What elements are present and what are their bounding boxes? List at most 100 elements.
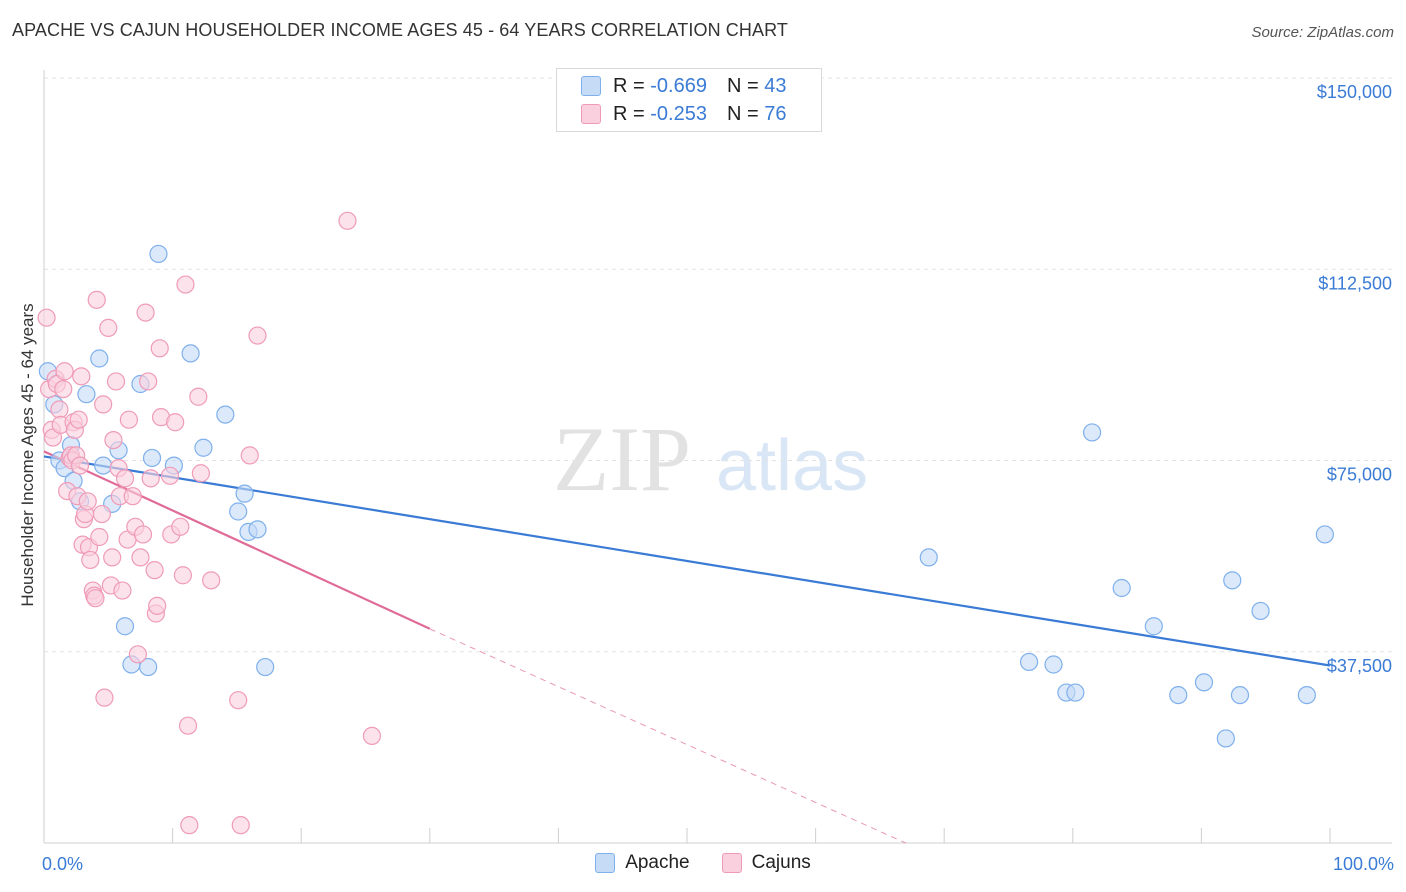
point-apache <box>181 344 200 363</box>
point-cajuns <box>141 469 160 488</box>
point-apache <box>1169 685 1188 705</box>
point-cajuns <box>362 726 382 746</box>
point-apache <box>1223 571 1242 590</box>
point-cajuns <box>171 517 190 536</box>
y-tick-labels: $37,500 $75,000 $112,500 $150,000 <box>1317 82 1392 676</box>
point-cajuns <box>69 410 88 429</box>
point-apache <box>919 548 938 567</box>
point-apache <box>94 456 113 475</box>
point-cajuns <box>72 367 91 386</box>
point-cajuns <box>248 326 267 345</box>
point-apache <box>77 385 96 404</box>
point-cajuns <box>173 566 192 585</box>
point-apache <box>1144 617 1163 636</box>
point-apache <box>142 448 162 468</box>
point-cajuns <box>240 446 259 465</box>
trend-line-cajuns <box>43 450 431 630</box>
point-cajuns <box>86 589 105 608</box>
point-cajuns <box>78 492 97 511</box>
point-apache <box>1230 685 1250 705</box>
legend-row-apache: R = -0.669 N = 43 <box>581 73 786 99</box>
point-apache <box>1019 652 1039 672</box>
point-apache <box>149 244 168 264</box>
point-apache <box>1297 685 1316 705</box>
watermark-zip: ZIP <box>553 408 691 510</box>
legend-n-label: N = <box>726 102 765 125</box>
y-tick-label: $75,000 <box>1327 465 1392 485</box>
point-cajuns <box>103 548 122 567</box>
x-tick-label-start: 0.0% <box>42 854 83 874</box>
point-cajuns <box>231 816 250 835</box>
point-cajuns <box>338 211 357 230</box>
point-cajuns <box>176 275 195 294</box>
point-cajuns <box>145 561 164 580</box>
point-apache <box>256 657 275 677</box>
legend-r-label: R = <box>613 102 651 125</box>
source-label: Source: ZipAtlas.com <box>1251 24 1394 41</box>
point-cajuns <box>229 691 248 710</box>
point-apache <box>139 657 158 677</box>
trend-line-apache <box>43 455 1331 667</box>
point-cajuns <box>70 456 90 475</box>
legend-r-label: R = <box>613 74 651 97</box>
series-swatch-apache <box>595 853 616 873</box>
legend-swatch-cajuns <box>581 104 601 124</box>
point-cajuns <box>160 466 180 485</box>
legend-n-label: N = <box>726 74 765 97</box>
point-cajuns <box>136 303 155 322</box>
legend-n-value: 76 <box>764 102 787 125</box>
x-tick-labels: 0.0% 100.0% <box>42 854 1394 874</box>
point-apache <box>1251 601 1270 621</box>
point-cajuns <box>50 400 69 419</box>
x-tick-label-end: 100.0% <box>1333 854 1394 874</box>
point-cajuns <box>115 469 135 488</box>
correlation-legend: R = -0.669 N = 43 R = -0.253 N = 76 <box>556 68 822 132</box>
point-cajuns <box>106 372 126 391</box>
point-apache <box>1112 578 1131 598</box>
point-apache <box>1066 683 1085 702</box>
series-legend-cajuns: Cajuns <box>721 852 811 874</box>
data-points <box>37 211 1334 835</box>
point-apache <box>248 520 267 539</box>
point-apache <box>1044 655 1063 674</box>
series-legend: Apache Cajuns <box>0 852 1406 874</box>
gridlines <box>44 77 1392 653</box>
point-cajuns <box>166 413 185 432</box>
point-apache <box>1315 525 1334 544</box>
point-cajuns <box>202 571 221 590</box>
point-apache <box>1194 673 1214 692</box>
series-swatch-cajuns <box>721 853 742 873</box>
point-cajuns <box>55 362 74 381</box>
watermark-atlas: atlas <box>716 426 868 506</box>
point-cajuns <box>54 380 73 399</box>
point-cajuns <box>104 431 123 450</box>
point-apache <box>90 349 109 368</box>
point-cajuns <box>37 308 56 327</box>
point-apache <box>115 617 135 636</box>
point-apache <box>1082 423 1102 442</box>
series-legend-apache: Apache <box>595 852 690 874</box>
legend-r-value: -0.253 <box>650 102 707 125</box>
point-cajuns <box>139 372 158 391</box>
point-cajuns <box>189 387 208 406</box>
y-tick-label: $150,000 <box>1317 82 1392 102</box>
point-apache <box>216 405 235 424</box>
point-cajuns <box>191 464 210 483</box>
legend-swatch-apache <box>581 76 601 96</box>
series-label-apache: Apache <box>625 852 690 873</box>
point-apache <box>235 484 254 503</box>
trend-line-cajuns-extrapolated <box>429 628 906 844</box>
y-axis-label: Householder Income Ages 45 - 64 years <box>18 303 37 606</box>
legend-n-value: 43 <box>764 74 787 97</box>
point-cajuns <box>131 548 150 567</box>
point-cajuns <box>128 645 147 664</box>
point-apache <box>1216 729 1235 748</box>
y-tick-label: $37,500 <box>1327 656 1392 676</box>
point-cajuns <box>87 290 106 309</box>
point-cajuns <box>95 688 114 707</box>
point-apache <box>194 438 213 457</box>
trend-lines <box>43 450 1331 844</box>
point-cajuns <box>148 596 167 615</box>
point-cajuns <box>92 504 111 524</box>
legend-row-cajuns: R = -0.253 N = 76 <box>581 101 786 127</box>
